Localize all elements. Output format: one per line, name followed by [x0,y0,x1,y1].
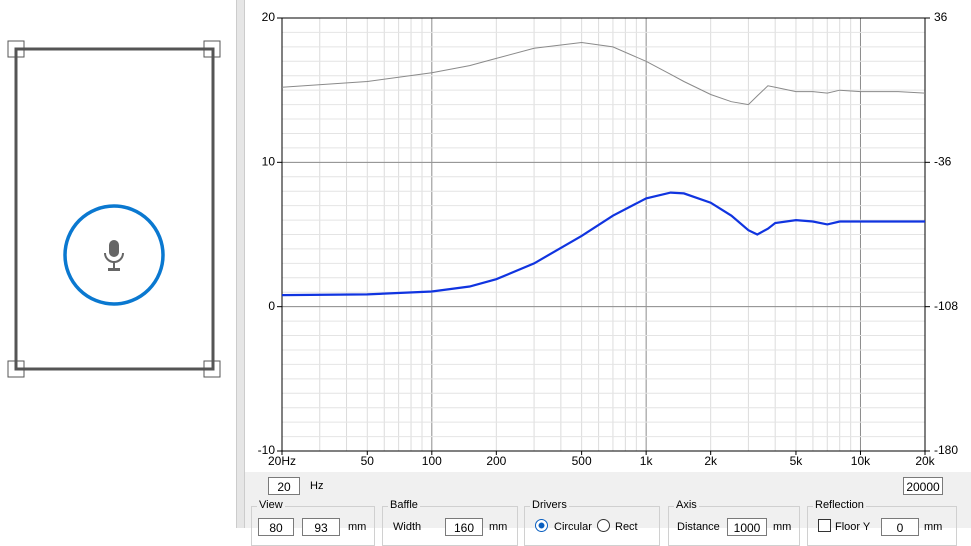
splitter[interactable] [236,0,245,528]
x-tick-label: 200 [486,454,506,468]
x-tick-label: 100 [422,454,442,468]
label: Circular [554,521,592,533]
group-title: Drivers [530,499,569,511]
x-tick-label: 20k [915,454,935,468]
x-tick-label: 50 [361,454,375,468]
reflection-group: Reflection Floor Y 0 mm [807,499,957,546]
x-tick-label: 5k [790,454,804,468]
unit: mm [924,521,943,533]
line [281,191,925,297]
x-tick-label: 10k [851,454,871,468]
y-tick-label: -10 [258,443,276,457]
y-tick-label: 0 [268,299,275,313]
mic-icon [104,240,124,271]
label: Width [393,521,422,533]
y2-tick-label: -108 [934,299,958,313]
view-y[interactable]: 93 [302,518,340,536]
handle[interactable] [7,40,25,58]
handle[interactable] [203,40,221,58]
baffle-view [7,40,221,378]
group-title: Axis [674,499,699,511]
view-group: View 80 93 mm [251,499,375,546]
freq-unit: Hz [310,480,324,492]
axis-group: Axis Distance 1000 mm [668,499,800,546]
y-tick-label: 10 [262,155,276,169]
x-tick-label: 500 [572,454,592,468]
group-title: View [257,499,285,511]
unit: mm [773,521,792,533]
unit: mm [489,521,508,533]
left-panel [0,0,236,528]
label: Distance [677,521,720,533]
handle[interactable] [203,360,221,378]
baffle-group: Baffle Width 160 mm [382,499,518,546]
radio[interactable] [597,519,610,532]
freq-max[interactable]: 20000 [903,477,943,495]
x-tick-label: 2k [704,454,718,468]
axis-distance[interactable]: 1000 [727,518,767,536]
x-tick-label: 1k [640,454,654,468]
baffle-width[interactable]: 160 [445,518,483,536]
label: Rect [615,521,638,533]
label: Floor Y [835,521,871,533]
floor-y[interactable]: 0 [881,518,919,536]
baffle[interactable] [14,47,215,371]
radio[interactable] [535,519,548,532]
freq-min[interactable]: 20 [268,477,300,495]
drivers-group: Drivers Circular Rect [524,499,660,546]
controls: 20 Hz 20000 View 80 93 mm Baffle Width 1… [245,472,971,546]
y2-tick-label: -180 [934,443,958,457]
unit: mm [348,521,367,533]
y2-tick-label: -36 [934,155,952,169]
driver[interactable] [63,204,165,306]
handle[interactable] [7,360,25,378]
y-tick-label: 20 [262,10,276,24]
view-x[interactable]: 80 [258,518,294,536]
x-tick-label: 20Hz [268,454,296,468]
line [281,41,926,106]
group-title: Baffle [388,499,420,511]
y2-tick-label: 36 [934,10,948,24]
checkbox[interactable] [818,519,831,532]
group-title: Reflection [813,499,866,511]
plot-frame [281,17,926,452]
